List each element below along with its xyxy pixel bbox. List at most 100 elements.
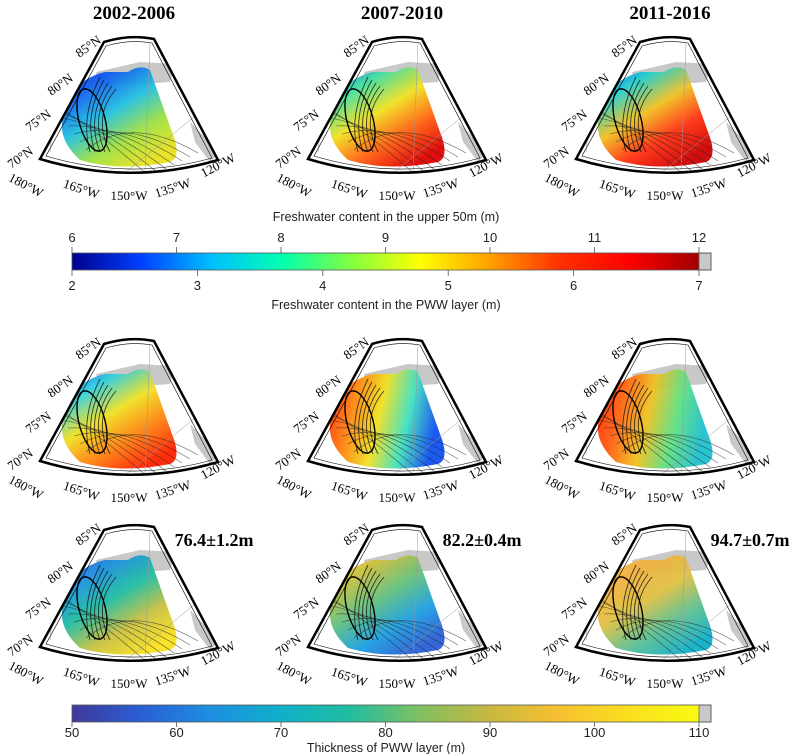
float-track (90, 567, 105, 641)
colorbar-title-top: Freshwater content in the upper 50m (m) (273, 210, 500, 224)
float-track (354, 76, 369, 153)
float-track (626, 381, 641, 455)
colorbar-freshwater-gradient (72, 253, 699, 270)
chukchi-borderland-outline (344, 88, 376, 152)
latitude-label: 75°N (291, 408, 323, 436)
longitude-label: 135°W (421, 477, 461, 503)
float-track (358, 79, 373, 153)
bathymetry-contour (329, 419, 435, 472)
longitude-label: 165°W (597, 664, 637, 690)
longitude-label: 180°W (542, 658, 582, 689)
latitude-label: 75°N (291, 594, 323, 622)
colorbar-thickness-title: Thickness of PWW layer (m) (307, 741, 465, 754)
colorbar-top-tick-label: 10 (483, 230, 497, 245)
colorbar-thickness-tick-label: 70 (274, 725, 288, 740)
bathymetry-contour (341, 618, 451, 650)
float-track (90, 79, 105, 153)
longitude-label: 135°W (421, 175, 461, 201)
longitude-label: 180°W (274, 170, 314, 201)
bathymetry-contour (61, 419, 167, 472)
latitude-label: 70°N (541, 631, 573, 659)
float-track (630, 384, 645, 455)
colorbar-bottom-tick-label: 6 (570, 278, 577, 293)
map-inner-frame (45, 41, 213, 170)
column-title: 2002-2006 (93, 3, 175, 24)
float-track (634, 387, 649, 455)
longitude-label: 180°W (6, 658, 46, 689)
bathymetry-contour (347, 132, 459, 158)
latitude-label: 70°N (273, 445, 305, 473)
map-content (49, 41, 218, 173)
latitude-label: 70°N (5, 631, 37, 659)
bathymetry-contour (597, 419, 703, 472)
float-track (369, 390, 385, 455)
colorbar-top-tick-label: 6 (68, 230, 75, 245)
bathymetry-contour (79, 132, 191, 158)
longitude-label: 135°W (689, 477, 729, 503)
chukchi-borderland-outline (76, 576, 108, 640)
map-frame (306, 523, 488, 662)
column-title: 2007-2010 (361, 3, 443, 24)
float-track (90, 381, 105, 455)
map-inner-frame (313, 343, 481, 472)
latitude-label: 75°N (23, 408, 55, 436)
colorbar-top-tick-label: 11 (588, 230, 602, 245)
colorbar-thickness-tick-label: 60 (169, 725, 183, 740)
longitude-label: 135°W (689, 663, 729, 689)
chukchi-borderland-outline (612, 390, 644, 454)
latitude-label: 80°N (45, 70, 77, 98)
latitude-label: 80°N (45, 558, 77, 586)
chukchi-borderland-outline (76, 390, 108, 454)
chukchi-borderland-outline (76, 88, 108, 152)
bathymetry-contour (341, 130, 451, 162)
float-track (358, 567, 373, 641)
colorbar-bottom-tick-label: 5 (445, 278, 452, 293)
colorbar-thickness-tick-label: 80 (378, 725, 392, 740)
longitude-label: 165°W (597, 176, 637, 202)
bathymetry-contour (85, 132, 199, 154)
colorbar-thickness-overflow (698, 704, 712, 723)
float-track (630, 82, 645, 153)
bathymetry-contour (55, 597, 159, 661)
latitude-label: 80°N (313, 70, 345, 98)
float-track (354, 564, 369, 641)
map-content (585, 41, 754, 173)
longitude-label: 180°W (6, 170, 46, 201)
bathymetry-contour (347, 620, 459, 646)
colorbar-bottom-tick-label: 2 (68, 278, 75, 293)
latitude-label: 75°N (559, 106, 591, 134)
map-frame (574, 35, 756, 174)
bathymetry-contour (323, 411, 427, 475)
chukchi-borderland-outline (612, 576, 644, 640)
float-track (634, 573, 649, 641)
float-track (622, 378, 637, 455)
bathymetry-contour (353, 620, 467, 642)
map-frame (306, 337, 488, 476)
float-track (369, 576, 385, 641)
float-track (358, 381, 373, 455)
longitude-label: 150°W (379, 676, 417, 691)
latitude-label: 80°N (581, 70, 613, 98)
bathymetry-contour (591, 597, 695, 661)
map-inner-frame (313, 41, 481, 170)
longitude-label: 150°W (379, 188, 417, 203)
bathymetry-contour (79, 620, 191, 646)
latitude-label: 75°N (291, 106, 323, 134)
latitude-label: 70°N (273, 143, 305, 171)
longitude-label: 180°W (274, 658, 314, 689)
latitude-label: 70°N (273, 631, 305, 659)
map-inner-frame (581, 343, 749, 472)
map-frame (306, 35, 488, 174)
map-content (585, 343, 754, 475)
colorbar-title-bottom: Freshwater content in the PWW layer (m) (271, 298, 500, 312)
colorbar-thickness-gradient (72, 705, 699, 722)
mean-thickness-annotation: 94.7±0.7m (711, 530, 790, 550)
bathymetry-contour (621, 620, 735, 642)
colorbar-bottom-tick-label: 7 (695, 278, 702, 293)
float-track (86, 378, 101, 455)
colorbar-thickness-tick-label: 90 (483, 725, 497, 740)
bathymetry-contour (609, 432, 719, 464)
float-track (622, 564, 637, 641)
